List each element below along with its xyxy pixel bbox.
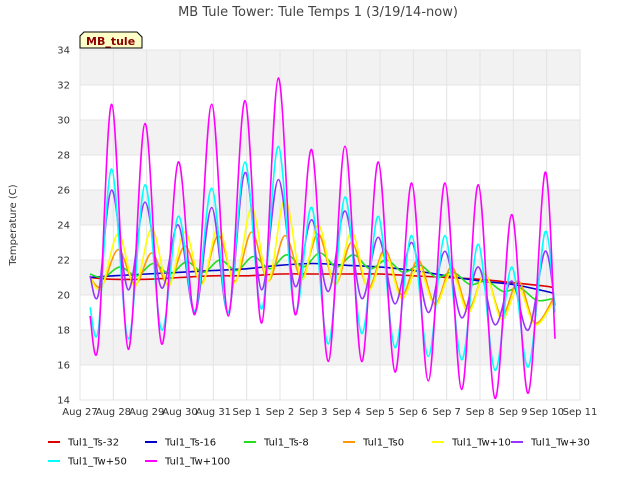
x-tick-label: Sep 2 (266, 407, 294, 418)
legend-label: Tul1_Ts-16 (164, 438, 216, 449)
x-tick-label: Sep 3 (299, 407, 327, 418)
y-tick-label: 24 (57, 221, 70, 232)
series-layer (89, 77, 556, 400)
y-tick-label: 16 (57, 361, 70, 372)
legend-label: Tul1_Tw+100 (164, 457, 230, 468)
plot-band (80, 365, 580, 400)
x-tick-label: Aug 31 (196, 407, 231, 418)
y-tick-label: 18 (57, 326, 70, 337)
legend: Tul1_Ts-32 Tul1_Ts-16 Tul1_Ts-8 Tul1_Ts0 Tul… (48, 438, 590, 468)
legend-label: Tul1_Ts0 (362, 438, 404, 449)
plot-band (80, 225, 580, 260)
legend-item: Tul1_Ts0 (343, 438, 404, 449)
series-line-tul1-tw-100 (89, 77, 556, 400)
y-tick-label: 22 (57, 256, 70, 267)
y-tick-label: 32 (57, 81, 70, 92)
y-tick-label: 20 (57, 291, 70, 302)
y-axis-title: Temperature (C) (8, 184, 19, 266)
badge-box (79, 31, 143, 49)
x-tick-label: Sep 1 (232, 407, 260, 418)
legend-label: Tul1_Tw+50 (67, 457, 127, 468)
y-tick-label: 14 (57, 396, 70, 407)
plot-band (80, 50, 580, 85)
legend-label: Tul1_Ts-8 (263, 438, 309, 449)
legend-item: Tul1_Ts-8 (244, 438, 309, 449)
legend-label: Tul1_Tw+30 (530, 438, 590, 449)
x-tick-label: Sep 11 (563, 407, 598, 418)
legend-item: Tul1_Tw+100 (145, 457, 230, 468)
chart-title: MB Tule Tower: Tule Temps 1 (3/19/14-now… (178, 5, 458, 20)
legend-item: Tul1_Tw+30 (511, 438, 590, 449)
plot-band (80, 85, 580, 120)
badge: MB_tule (79, 31, 143, 49)
plot-background (79, 49, 581, 401)
legend-label: Tul1_Ts-32 (67, 438, 119, 449)
plot-band (80, 155, 580, 190)
legend-item: Tul1_Ts-32 (48, 438, 119, 449)
legend-item: Tul1_Tw+10 (432, 438, 511, 449)
y-tick-label: 30 (57, 116, 70, 127)
y-tick-label: 26 (57, 186, 70, 197)
x-tick-label: Aug 27 (62, 407, 97, 418)
x-tick-label: Aug 29 (129, 407, 164, 418)
x-tick-label: Sep 8 (466, 407, 494, 418)
x-tick-label: Sep 10 (529, 407, 564, 418)
x-tick-label: Sep 6 (399, 407, 427, 418)
x-tick-label: Aug 30 (162, 407, 197, 418)
x-tick-label: Aug 28 (96, 407, 131, 418)
x-tick-label: Sep 4 (332, 407, 360, 418)
plot-band (80, 120, 580, 155)
plot-band (80, 190, 580, 225)
x-tick-label: Sep 7 (432, 407, 460, 418)
y-tick-label: 34 (57, 46, 70, 57)
legend-label: Tul1_Tw+10 (451, 438, 511, 449)
y-tick-label: 28 (57, 151, 70, 162)
legend-item: Tul1_Ts-16 (145, 438, 216, 449)
x-tick-label: Sep 9 (499, 407, 527, 418)
y-tick-labels: 14 16 18 20 22 24 26 28 30 32 34 (57, 46, 70, 407)
legend-item: Tul1_Tw+50 (48, 457, 127, 468)
badge-label: MB_tule (86, 35, 135, 48)
x-tick-label: Sep 5 (366, 407, 394, 418)
